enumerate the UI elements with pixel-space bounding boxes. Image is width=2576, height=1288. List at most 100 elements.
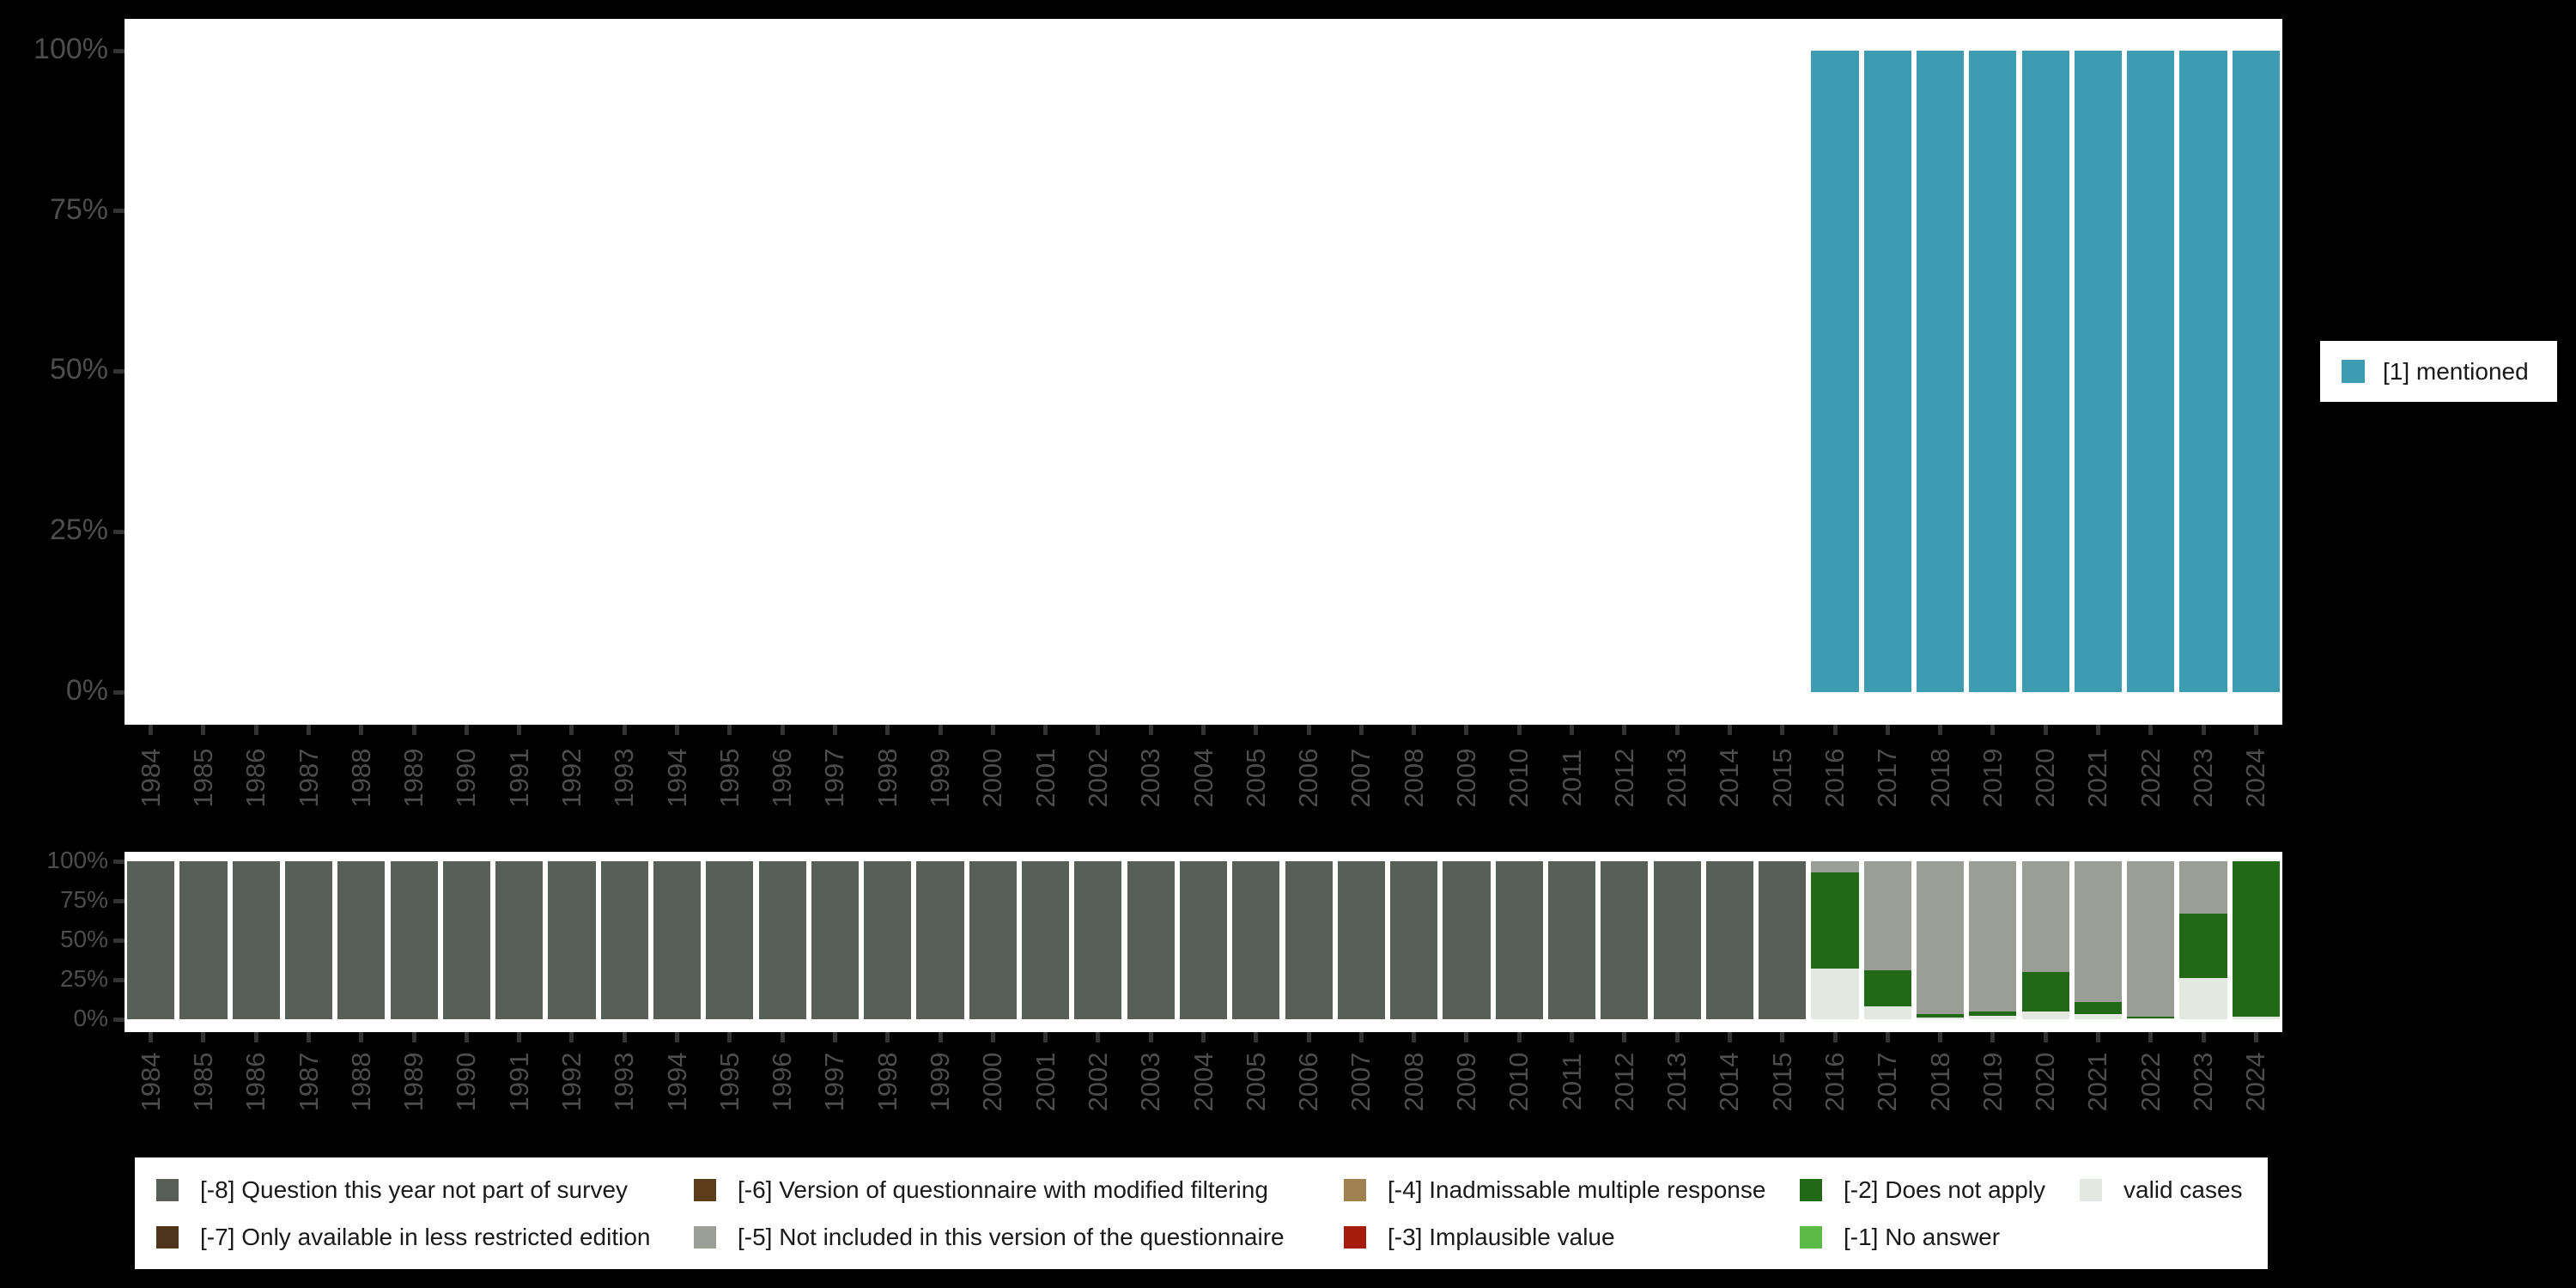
- x-tick-label: 1993: [609, 1052, 640, 1112]
- x-tick: [1780, 1032, 1785, 1042]
- x-tick: [1885, 725, 1890, 735]
- x-tick: [675, 725, 680, 735]
- x-tick: [253, 1032, 258, 1042]
- bar-segment: [811, 861, 860, 1019]
- x-tick: [990, 725, 995, 735]
- bar-segment: [1443, 861, 1491, 1019]
- x-tick-label: 2000: [977, 748, 1008, 808]
- bar-segment: [758, 861, 806, 1019]
- bar-segment: [442, 861, 490, 1019]
- x-tick-label: 2007: [1346, 748, 1376, 808]
- x-tick-label: 2006: [1293, 748, 1324, 808]
- bar-segment: [2074, 861, 2123, 1002]
- x-tick-label: 2018: [1924, 748, 1955, 808]
- x-tick-label: 2023: [2188, 748, 2219, 808]
- bar-segment: [2074, 1001, 2123, 1015]
- x-tick-label: 2022: [2135, 1052, 2166, 1112]
- bar-segment: [1232, 861, 1280, 1019]
- x-tick-label: 2011: [1556, 749, 1587, 807]
- bar-segment: [1285, 861, 1333, 1019]
- y-tick-label: 25%: [49, 513, 108, 547]
- x-tick-label: 2010: [1504, 748, 1534, 808]
- x-tick-label: 2016: [1820, 748, 1850, 808]
- x-tick: [307, 1032, 312, 1042]
- x-tick: [1516, 725, 1522, 735]
- x-tick-label: 2011: [1556, 1053, 1587, 1111]
- x-tick-label: 1996: [767, 1052, 798, 1112]
- bar-segment: [2232, 1017, 2280, 1019]
- legend-swatch-icon: [1800, 1226, 1822, 1249]
- x-tick: [1096, 1032, 1101, 1042]
- legend-item-label: [-4] Inadmissable multiple response: [1388, 1176, 1766, 1203]
- y-tick: [113, 859, 125, 864]
- mentioned-legend-swatch-icon: [2342, 360, 2365, 383]
- x-tick: [517, 1032, 522, 1042]
- x-tick: [2201, 725, 2206, 735]
- bar-segment: [1179, 861, 1228, 1019]
- x-tick: [1043, 725, 1048, 735]
- x-tick: [2148, 725, 2154, 735]
- bar-segment: [916, 861, 964, 1019]
- x-tick-label: 2002: [1082, 748, 1113, 808]
- x-tick: [1938, 1032, 1943, 1042]
- x-tick-label: 1985: [187, 748, 218, 808]
- x-tick: [2043, 1032, 2048, 1042]
- x-tick: [517, 725, 522, 735]
- x-tick-label: 2001: [1030, 1052, 1060, 1112]
- x-tick: [1990, 1032, 1996, 1042]
- legend-item-label: [-8] Question this year not part of surv…: [200, 1176, 629, 1203]
- bar-segment: [1705, 861, 1753, 1019]
- x-tick: [2253, 725, 2258, 735]
- bar-segment: [2232, 51, 2280, 692]
- x-tick-label: 2020: [2030, 1052, 2061, 1112]
- x-tick: [253, 725, 258, 735]
- x-tick-label: 2012: [1608, 748, 1639, 808]
- x-tick: [1570, 725, 1575, 735]
- x-tick-label: 1991: [503, 748, 534, 808]
- x-tick: [411, 1032, 416, 1042]
- x-tick: [569, 725, 574, 735]
- x-tick-label: 1996: [767, 748, 798, 808]
- x-tick: [1464, 1032, 1469, 1042]
- bar-segment: [2179, 51, 2227, 692]
- bar-segment: [1863, 969, 1911, 1007]
- x-tick: [464, 1032, 469, 1042]
- bar-segment: [2127, 1017, 2175, 1019]
- y-tick-label: 50%: [59, 925, 108, 952]
- bar-segment: [1022, 861, 1070, 1019]
- x-tick: [990, 1032, 995, 1042]
- x-tick-label: 1988: [345, 1052, 376, 1112]
- x-tick-label: 2020: [2030, 748, 2061, 808]
- x-tick: [1674, 725, 1680, 735]
- bar-segment: [706, 861, 754, 1019]
- x-tick-label: 1984: [135, 1052, 166, 1112]
- x-tick-label: 1999: [925, 1052, 956, 1112]
- x-tick: [622, 725, 627, 735]
- x-tick: [1938, 725, 1943, 735]
- bar-segment: [1811, 51, 1859, 692]
- x-tick: [359, 725, 364, 735]
- x-tick-label: 2016: [1820, 1052, 1850, 1112]
- y-tick-label: 0%: [65, 673, 108, 707]
- x-tick-label: 2013: [1662, 1052, 1692, 1112]
- bar-segment: [1969, 861, 2017, 1012]
- legend-swatch-icon: [1344, 1226, 1366, 1249]
- x-tick: [1885, 1032, 1890, 1042]
- bar-segment: [1759, 861, 1807, 1019]
- bar-segment: [1390, 861, 1438, 1019]
- y-tick: [113, 977, 125, 982]
- x-tick-label: 2005: [1240, 1052, 1271, 1112]
- legend-swatch-icon: [1800, 1179, 1822, 1201]
- x-tick: [622, 1032, 627, 1042]
- bar-segment: [127, 861, 175, 1019]
- x-tick: [1570, 1032, 1575, 1042]
- x-tick: [1622, 725, 1627, 735]
- y-tick: [113, 1017, 125, 1022]
- x-tick: [727, 1032, 732, 1042]
- x-tick: [1832, 725, 1838, 735]
- bar-segment: [179, 861, 228, 1019]
- legend-item-label: [-3] Implausible value: [1388, 1224, 1615, 1250]
- x-tick-label: 2015: [1766, 748, 1797, 808]
- x-tick: [1727, 1032, 1732, 1042]
